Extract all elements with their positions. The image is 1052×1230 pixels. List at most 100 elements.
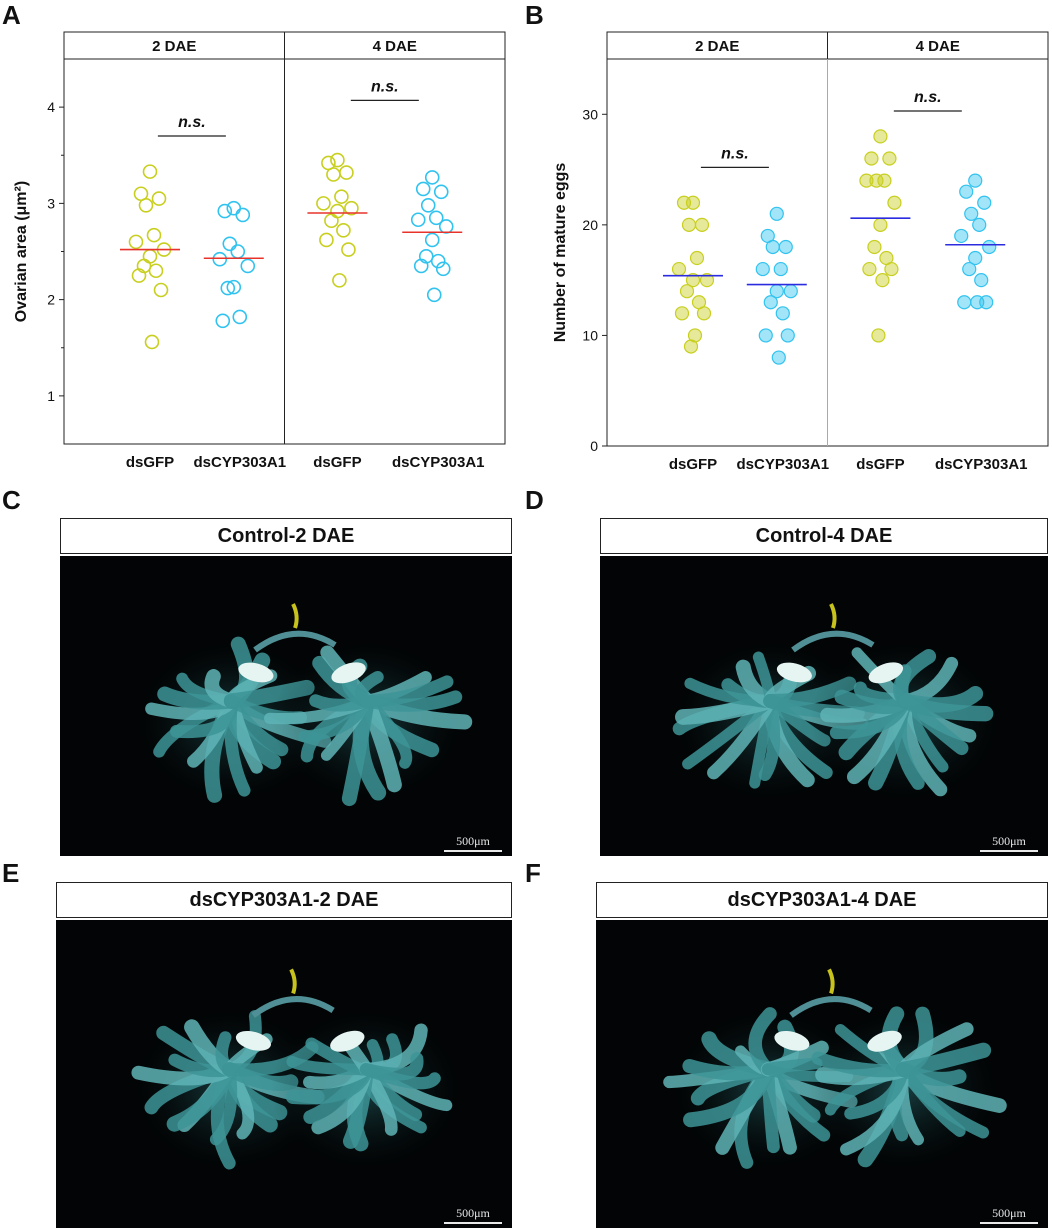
oviduct-highlight bbox=[776, 662, 812, 683]
data-point bbox=[153, 282, 169, 298]
data-point bbox=[319, 232, 334, 248]
data-point bbox=[146, 227, 162, 243]
data-point bbox=[689, 250, 705, 266]
data-point bbox=[873, 217, 888, 232]
ovariole bbox=[896, 1062, 967, 1087]
data-point bbox=[334, 189, 349, 204]
data-point bbox=[873, 129, 888, 144]
x-tick-label: dsGFP bbox=[856, 456, 904, 473]
data-point bbox=[699, 273, 715, 288]
data-point bbox=[783, 284, 798, 299]
data-point bbox=[426, 287, 442, 303]
data-point bbox=[773, 261, 788, 277]
data-point bbox=[674, 306, 690, 321]
panel-letter-f: F bbox=[525, 858, 541, 888]
x-tick-label: dsGFP bbox=[126, 454, 174, 471]
data-point bbox=[972, 217, 987, 232]
oviduct-highlight bbox=[238, 662, 274, 683]
y-tick-label: 4 bbox=[47, 99, 55, 115]
data-point bbox=[128, 234, 144, 250]
oviduct-highlight bbox=[235, 1031, 271, 1051]
data-point bbox=[775, 306, 790, 321]
panel-letter-c: C bbox=[2, 485, 21, 515]
common-oviduct bbox=[789, 996, 873, 1018]
data-point bbox=[142, 249, 158, 264]
photo-title-f: dsCYP303A1-4 DAE bbox=[596, 882, 1048, 918]
data-point bbox=[957, 295, 972, 310]
data-point bbox=[142, 164, 158, 179]
data-point bbox=[148, 263, 164, 279]
data-point bbox=[982, 239, 997, 255]
data-point bbox=[222, 236, 238, 252]
data-point bbox=[433, 184, 449, 200]
data-point bbox=[683, 339, 699, 354]
data-point bbox=[755, 261, 770, 277]
photo-panel-e: dsCYP303A1-2 DAE 500μm bbox=[56, 882, 512, 1228]
photo-title-e: dsCYP303A1-2 DAE bbox=[56, 882, 512, 918]
significance-label: n.s. bbox=[178, 114, 206, 131]
y-tick-label: 3 bbox=[47, 195, 55, 211]
data-point bbox=[413, 258, 429, 274]
significance-label: n.s. bbox=[371, 78, 399, 95]
data-point bbox=[344, 200, 359, 216]
facet-label: 2 DAE bbox=[695, 38, 739, 55]
ovariole bbox=[683, 1061, 776, 1128]
oviduct-highlight bbox=[774, 1031, 810, 1051]
y-tick-label: 1 bbox=[47, 388, 55, 404]
data-point bbox=[217, 203, 233, 219]
data-point bbox=[220, 280, 236, 296]
data-point bbox=[326, 167, 341, 182]
ovary-photo-d: 500μm bbox=[600, 556, 1048, 856]
data-point bbox=[864, 151, 879, 166]
data-point bbox=[681, 217, 697, 232]
data-point bbox=[968, 250, 983, 266]
data-point bbox=[438, 219, 454, 234]
data-point bbox=[771, 350, 786, 365]
spermatheca bbox=[291, 603, 299, 629]
data-point bbox=[968, 173, 983, 188]
y-tick-label: 30 bbox=[582, 106, 598, 122]
photo-title-d: Control-4 DAE bbox=[600, 518, 1048, 554]
spermatheca bbox=[827, 968, 835, 995]
x-tick-label: dsGFP bbox=[669, 456, 717, 473]
facet-label: 2 DAE bbox=[152, 38, 196, 55]
y-axis-label: Ovarian area (μm²) bbox=[13, 181, 30, 322]
common-oviduct bbox=[791, 630, 875, 653]
data-point bbox=[679, 284, 695, 299]
data-point bbox=[977, 195, 992, 210]
y-axis-label: Number of mature eggs bbox=[552, 163, 569, 343]
oviduct-highlight bbox=[330, 1030, 365, 1052]
common-oviduct bbox=[253, 630, 337, 653]
data-point bbox=[420, 198, 436, 213]
ovary-photo-c: 500μm bbox=[60, 556, 512, 856]
scale-label-d: 500μm bbox=[992, 834, 1026, 848]
panel-letter-d: D bbox=[525, 485, 544, 515]
data-point bbox=[424, 170, 440, 185]
y-tick-label: 2 bbox=[47, 292, 55, 308]
data-point bbox=[415, 181, 431, 197]
data-point bbox=[685, 273, 701, 288]
data-point bbox=[144, 334, 160, 350]
scale-bar-e: 500μm bbox=[444, 1206, 502, 1224]
data-point bbox=[869, 173, 884, 188]
photo-panel-d: Control-4 DAE 500μm bbox=[600, 518, 1048, 856]
oviduct-highlight bbox=[867, 1030, 902, 1052]
data-point bbox=[235, 207, 251, 223]
chart-a-ovarian-area: 2 DAE 4 DAE 1 2 3 4 Ovarian area (μm²) dsGFP dsC… bbox=[13, 31, 506, 471]
y-tick-label: 10 bbox=[582, 327, 598, 343]
data-point bbox=[330, 203, 345, 219]
data-point bbox=[862, 261, 877, 277]
data-point bbox=[884, 261, 899, 277]
photo-panel-c: Control-2 DAE 500μm bbox=[60, 518, 512, 856]
data-point bbox=[226, 279, 242, 295]
data-point bbox=[339, 165, 354, 180]
scale-bar-c: 500μm bbox=[444, 834, 502, 852]
panel-letter-e: E bbox=[2, 858, 20, 888]
data-point bbox=[341, 242, 356, 257]
data-point bbox=[887, 195, 902, 210]
data-point bbox=[763, 295, 778, 310]
x-tick-label: dsGFP bbox=[313, 454, 361, 471]
scale-bar-f: 500μm bbox=[980, 1206, 1038, 1224]
scale-label-e: 500μm bbox=[456, 1206, 490, 1220]
data-point bbox=[232, 309, 248, 325]
